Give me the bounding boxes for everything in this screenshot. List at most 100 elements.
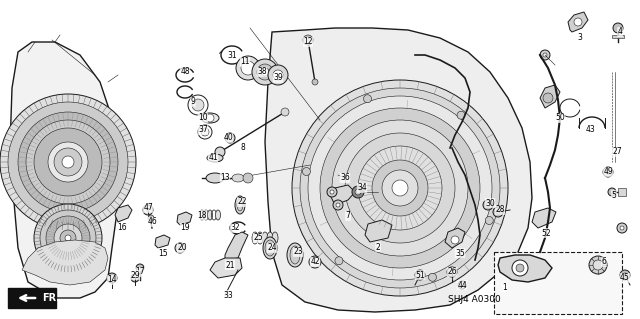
Text: 17: 17 xyxy=(135,268,145,277)
Circle shape xyxy=(617,223,627,233)
Circle shape xyxy=(620,270,630,280)
Text: 43: 43 xyxy=(585,125,595,135)
Circle shape xyxy=(382,170,418,206)
Text: 4: 4 xyxy=(618,27,623,36)
Text: 35: 35 xyxy=(455,249,465,257)
Polygon shape xyxy=(155,235,170,248)
Circle shape xyxy=(332,120,468,256)
Circle shape xyxy=(54,224,82,252)
Text: 34: 34 xyxy=(357,183,367,192)
Text: 7: 7 xyxy=(346,211,351,220)
Text: 42: 42 xyxy=(310,257,320,266)
Circle shape xyxy=(34,128,102,196)
Circle shape xyxy=(236,56,260,80)
Circle shape xyxy=(46,216,90,260)
Circle shape xyxy=(60,230,76,246)
Polygon shape xyxy=(115,205,132,222)
Text: 8: 8 xyxy=(241,144,245,152)
Circle shape xyxy=(415,270,425,280)
Circle shape xyxy=(273,70,283,80)
Circle shape xyxy=(620,226,624,230)
Text: 14: 14 xyxy=(107,276,117,285)
Text: 41: 41 xyxy=(208,153,218,162)
Circle shape xyxy=(358,146,442,230)
Ellipse shape xyxy=(290,246,300,264)
Text: 3: 3 xyxy=(577,33,582,42)
Circle shape xyxy=(608,188,616,196)
Circle shape xyxy=(143,205,153,215)
Circle shape xyxy=(34,204,102,272)
Circle shape xyxy=(516,264,524,272)
Text: 2: 2 xyxy=(376,242,380,251)
Circle shape xyxy=(303,167,310,175)
Text: 20: 20 xyxy=(177,243,187,253)
Circle shape xyxy=(345,133,455,243)
Ellipse shape xyxy=(263,237,277,259)
Polygon shape xyxy=(540,85,560,108)
Circle shape xyxy=(496,210,500,214)
Circle shape xyxy=(392,180,408,196)
Circle shape xyxy=(320,108,480,268)
Circle shape xyxy=(336,203,340,207)
Polygon shape xyxy=(532,208,556,228)
Circle shape xyxy=(48,142,88,182)
Circle shape xyxy=(261,68,269,76)
Circle shape xyxy=(312,79,318,85)
Circle shape xyxy=(54,148,82,176)
Circle shape xyxy=(352,186,364,198)
Text: 33: 33 xyxy=(223,291,233,300)
Text: 1: 1 xyxy=(502,283,508,292)
Text: 22: 22 xyxy=(237,197,247,206)
Text: 46: 46 xyxy=(147,218,157,226)
Circle shape xyxy=(148,215,154,221)
Text: 50: 50 xyxy=(555,114,565,122)
Circle shape xyxy=(8,102,128,222)
Text: 49: 49 xyxy=(603,167,613,176)
Polygon shape xyxy=(330,185,355,205)
Text: 24: 24 xyxy=(267,243,277,253)
Circle shape xyxy=(429,273,436,281)
Polygon shape xyxy=(265,28,532,312)
Ellipse shape xyxy=(287,243,303,267)
Circle shape xyxy=(457,111,465,119)
Text: 9: 9 xyxy=(191,98,195,107)
Circle shape xyxy=(308,96,492,280)
Text: 47: 47 xyxy=(143,204,153,212)
Polygon shape xyxy=(210,258,242,278)
Ellipse shape xyxy=(206,173,224,183)
Polygon shape xyxy=(365,220,392,242)
Circle shape xyxy=(18,112,118,212)
Text: 44: 44 xyxy=(457,280,467,290)
Circle shape xyxy=(215,147,225,157)
Ellipse shape xyxy=(235,196,245,214)
Text: 48: 48 xyxy=(180,68,190,77)
Ellipse shape xyxy=(257,232,263,244)
Text: 38: 38 xyxy=(257,68,267,77)
Circle shape xyxy=(364,95,371,103)
Circle shape xyxy=(589,256,607,274)
Ellipse shape xyxy=(200,210,205,220)
Circle shape xyxy=(486,203,490,207)
Circle shape xyxy=(201,128,209,136)
Circle shape xyxy=(603,167,613,177)
Text: 40: 40 xyxy=(223,133,233,143)
Polygon shape xyxy=(612,35,624,38)
Circle shape xyxy=(303,35,313,45)
Text: 11: 11 xyxy=(240,57,250,66)
Polygon shape xyxy=(498,255,552,282)
Circle shape xyxy=(136,264,144,272)
Circle shape xyxy=(613,23,623,33)
Bar xyxy=(494,252,622,314)
Text: 13: 13 xyxy=(220,174,230,182)
Text: 10: 10 xyxy=(198,114,208,122)
Circle shape xyxy=(330,190,334,194)
Circle shape xyxy=(372,160,428,216)
Circle shape xyxy=(574,18,582,26)
Text: 26: 26 xyxy=(447,268,457,277)
Polygon shape xyxy=(177,212,192,225)
Text: FR.: FR. xyxy=(42,293,60,303)
Text: 21: 21 xyxy=(225,261,235,270)
Circle shape xyxy=(458,281,466,289)
Circle shape xyxy=(355,189,361,195)
Circle shape xyxy=(268,65,288,85)
